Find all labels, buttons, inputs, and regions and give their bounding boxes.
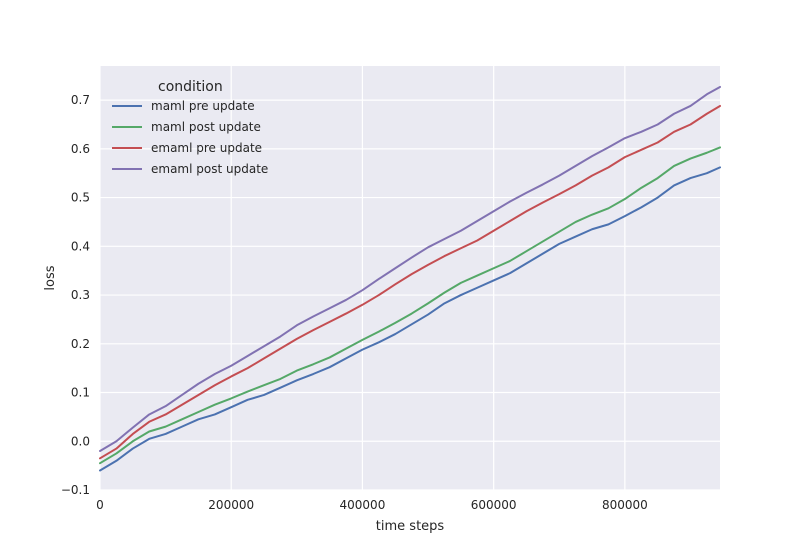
series-line: [99, 85, 721, 453]
series-lines: [99, 85, 721, 472]
y-tick-label: 0.0: [71, 434, 90, 448]
x-tick-label: 200000: [208, 498, 254, 512]
x-tick-label: 800000: [602, 498, 648, 512]
y-tick-label: 0.1: [71, 386, 90, 400]
x-axis-label: time steps: [376, 519, 445, 534]
y-tick-label: 0.7: [71, 93, 90, 107]
y-axis-label: loss: [43, 265, 58, 290]
series-line: [99, 166, 721, 472]
series-line: [99, 104, 721, 460]
y-tick-label: 0.4: [71, 239, 90, 253]
y-tick-label: 0.5: [71, 191, 90, 205]
legend-entry: maml post update: [151, 120, 261, 134]
x-tick-label: 400000: [340, 498, 386, 512]
x-tick-label: 600000: [471, 498, 517, 512]
y-tick-label: 0.3: [71, 288, 90, 302]
series-line: [99, 146, 721, 465]
legend-entry: emaml post update: [151, 162, 268, 176]
y-tick-labels: −0.1 0.0 0.1 0.2 0.3 0.4 0.5 0.6 0.7: [61, 93, 90, 497]
plot-background: [100, 66, 720, 490]
y-tick-label: 0.2: [71, 337, 90, 351]
x-tick-labels: 0 200000 400000 600000 800000: [96, 498, 648, 512]
legend-title: condition: [158, 79, 223, 95]
y-tick-label: −0.1: [61, 483, 90, 497]
legend-entry: emaml pre update: [151, 141, 262, 155]
legend-entry: maml pre update: [151, 99, 255, 113]
legend: condition maml pre update maml post updat…: [112, 79, 268, 176]
y-tick-label: 0.6: [71, 142, 90, 156]
x-tick-label: 0: [96, 498, 104, 512]
